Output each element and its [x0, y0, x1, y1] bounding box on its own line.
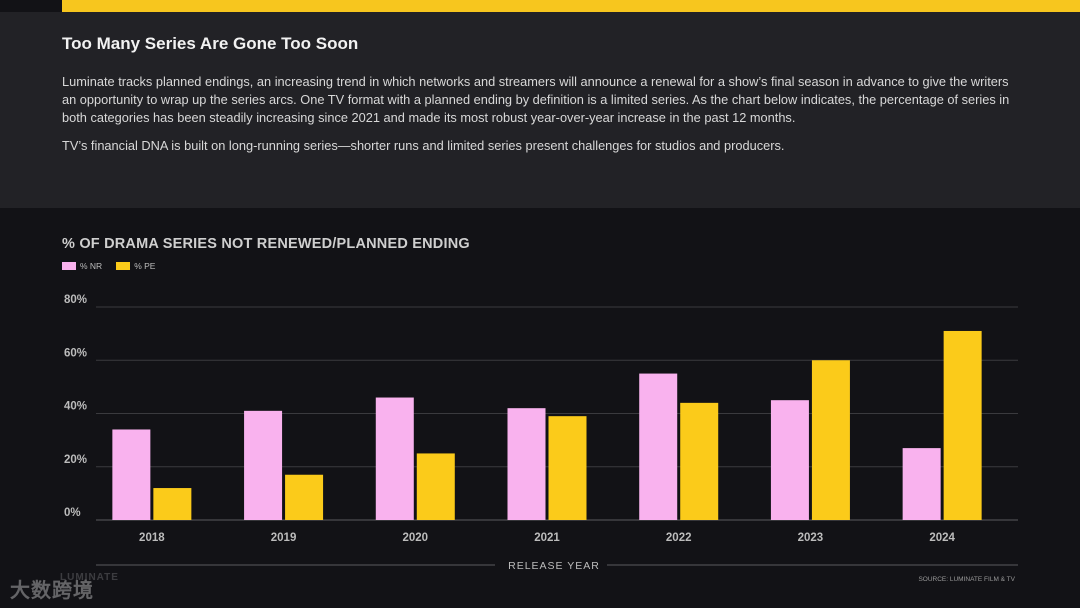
- bar-pe-2020: [416, 453, 455, 520]
- bar-pe-2023: [811, 360, 850, 520]
- x-tick-label-2019: 2019: [271, 532, 297, 544]
- legend-item-pe: % PE: [116, 261, 155, 271]
- x-tick-label-2021: 2021: [534, 532, 560, 544]
- legend-item-nr: % NR: [62, 261, 102, 271]
- source-note: SOURCE: LUMINATE FILM & TV: [918, 576, 1015, 583]
- bar-pe-2024: [943, 330, 982, 520]
- bar-pe-2022: [680, 402, 719, 520]
- legend-label-nr: % NR: [80, 261, 103, 271]
- bar-pe-2021: [548, 416, 587, 520]
- legend-swatch-pe: [116, 262, 131, 270]
- bar-pe-2019: [285, 474, 324, 520]
- bar-pe-2018: [153, 488, 192, 520]
- x-tick-label-2018: 2018: [139, 532, 165, 544]
- y-tick-label-20: 20%: [64, 454, 87, 466]
- intro-section: Too Many Series Are Gone Too Soon Lumina…: [0, 12, 1080, 208]
- y-tick-label-60: 60%: [64, 347, 87, 359]
- y-tick-label-80: 80%: [64, 294, 87, 306]
- x-tick-label-2020: 2020: [402, 532, 428, 544]
- y-tick-label-0: 0%: [64, 507, 81, 519]
- x-tick-label-2024: 2024: [929, 532, 955, 544]
- bar-nr-2019: [244, 410, 283, 520]
- luminate-logo: LUMINATE: [60, 572, 119, 583]
- intro-paragraph-2: TV’s financial DNA is built on long-runn…: [62, 138, 785, 153]
- bar-nr-2020: [375, 397, 414, 520]
- bar-nr-2018: [112, 429, 151, 520]
- bar-nr-2024: [902, 448, 941, 520]
- legend-swatch-nr: [62, 262, 76, 270]
- x-tick-label-2023: 2023: [798, 532, 824, 544]
- page-title: Too Many Series Are Gone Too Soon: [62, 34, 359, 53]
- bar-nr-2021: [507, 408, 546, 520]
- y-tick-label-40: 40%: [64, 401, 87, 413]
- chart-legend: % NR % PE: [62, 261, 155, 271]
- x-tick-label-2022: 2022: [666, 532, 692, 544]
- intro-paragraph-1: Luminate tracks planned endings, an incr…: [62, 74, 1010, 125]
- legend-label-pe: % PE: [134, 261, 156, 271]
- bar-nr-2023: [770, 400, 809, 520]
- bar-nr-2022: [639, 373, 678, 520]
- watermark: 大数跨境: [10, 580, 94, 602]
- chart-title: % OF DRAMA SERIES NOT RENEWED/PLANNED EN…: [62, 236, 470, 252]
- x-axis-label: RELEASE YEAR: [508, 560, 600, 572]
- accent-bar: [62, 0, 1080, 12]
